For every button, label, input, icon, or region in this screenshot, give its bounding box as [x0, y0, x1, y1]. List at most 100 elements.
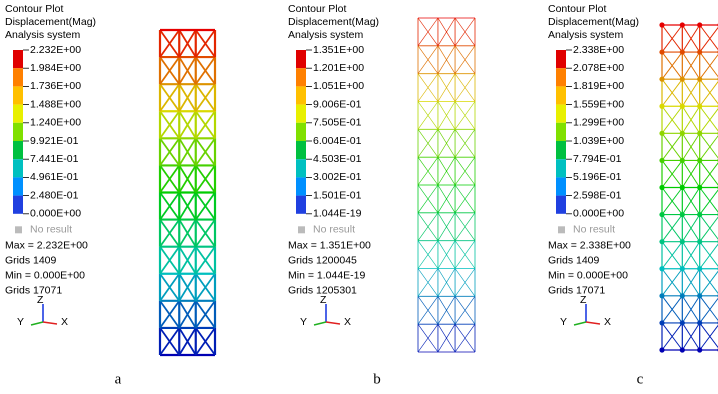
node — [680, 22, 685, 27]
node — [680, 77, 685, 82]
legend-label: 4.503E-01 — [313, 153, 362, 165]
node — [659, 49, 664, 54]
node — [659, 320, 664, 325]
axis-label-z: Z — [580, 294, 587, 306]
legend-band — [13, 105, 23, 123]
title-line: Displacement(Mag) — [5, 16, 96, 28]
legend-label: 1.240E+00 — [30, 117, 81, 129]
legend-band — [296, 196, 306, 214]
node — [680, 212, 685, 217]
legend-band — [556, 196, 566, 214]
legend-label: 7.505E-01 — [313, 117, 362, 129]
legend-label: 7.794E-01 — [573, 153, 622, 165]
legend-band — [296, 159, 306, 177]
legend-band — [296, 86, 306, 104]
node — [659, 266, 664, 271]
node — [659, 293, 664, 298]
legend-label: 2.232E+00 — [30, 44, 81, 56]
info-line: Grids 17071 — [548, 285, 605, 297]
node — [659, 185, 664, 190]
legend-band — [13, 196, 23, 214]
no-result-swatch — [558, 226, 565, 233]
info-line: Min = 1.044E-19 — [288, 270, 366, 282]
no-result: No result — [573, 224, 615, 236]
axis-y — [574, 322, 586, 325]
legend-label: 1.051E+00 — [313, 80, 364, 92]
legend-label: 9.921E-01 — [30, 135, 79, 147]
legend-label: 1.819E+00 — [573, 80, 624, 92]
panel: Contour PlotDisplacement(Mag)Analysis sy… — [548, 3, 718, 388]
legend-label: 3.002E-01 — [313, 171, 362, 183]
node — [680, 49, 685, 54]
legend-label: 0.000E+00 — [573, 208, 624, 220]
legend-label: 1.736E+00 — [30, 80, 81, 92]
axis-label-y: Y — [17, 316, 24, 328]
title-line: Displacement(Mag) — [288, 16, 379, 28]
title-line: Analysis system — [288, 29, 364, 41]
info-line: Grids 1409 — [548, 255, 600, 267]
node — [680, 239, 685, 244]
legend-band — [556, 123, 566, 141]
legend-band — [556, 105, 566, 123]
node — [697, 158, 702, 163]
legend-label: 1.501E-01 — [313, 189, 362, 201]
node — [680, 104, 685, 109]
tower — [418, 18, 475, 352]
axis-label-x: X — [604, 316, 611, 328]
node — [697, 104, 702, 109]
info-line: Grids 1200045 — [288, 255, 357, 267]
legend-label: 4.961E-01 — [30, 171, 79, 183]
legend-label: 1.351E+00 — [313, 44, 364, 56]
no-result: No result — [30, 224, 72, 236]
figure: Contour PlotDisplacement(Mag)Analysis sy… — [0, 0, 718, 394]
legend-label: 0.000E+00 — [30, 208, 81, 220]
legend-label: 7.441E-01 — [30, 153, 79, 165]
legend-band — [13, 123, 23, 141]
node — [697, 239, 702, 244]
node — [680, 347, 685, 352]
axis-label-y: Y — [560, 316, 567, 328]
legend-band — [556, 68, 566, 86]
axis-y — [31, 322, 43, 325]
page: {"panels": [ {"title_lines": ["Contour P… — [0, 0, 718, 394]
legend-label: 1.201E+00 — [313, 62, 364, 74]
title-line: Contour Plot — [288, 3, 346, 15]
legend-band — [296, 105, 306, 123]
info-line: Max = 2.338E+00 — [548, 240, 631, 252]
node — [697, 77, 702, 82]
legend-band — [556, 141, 566, 159]
no-result-swatch — [298, 226, 305, 233]
caption: c — [637, 371, 644, 387]
legend-band — [296, 68, 306, 86]
info-line: Max = 1.351E+00 — [288, 240, 371, 252]
title-line: Analysis system — [548, 29, 624, 41]
node — [697, 185, 702, 190]
node — [659, 104, 664, 109]
node — [697, 22, 702, 27]
node — [659, 77, 664, 82]
node — [680, 158, 685, 163]
legend-label: 6.004E-01 — [313, 135, 362, 147]
axis-label-y: Y — [300, 316, 307, 328]
legend-band — [13, 50, 23, 68]
node — [680, 320, 685, 325]
title-line: Contour Plot — [548, 3, 606, 15]
title-line: Contour Plot — [5, 3, 63, 15]
legend-label: 9.006E-01 — [313, 98, 362, 110]
legend-label: 5.196E-01 — [573, 171, 622, 183]
legend-band — [556, 159, 566, 177]
legend-label: 1.984E+00 — [30, 62, 81, 74]
node — [697, 49, 702, 54]
tower — [659, 22, 718, 352]
node — [697, 266, 702, 271]
legend-label: 2.078E+00 — [573, 62, 624, 74]
no-result-swatch — [15, 226, 22, 233]
no-result: No result — [313, 224, 355, 236]
title-line: Displacement(Mag) — [548, 16, 639, 28]
title-line: Analysis system — [5, 29, 81, 41]
node — [697, 212, 702, 217]
legend-band — [13, 159, 23, 177]
legend-band — [13, 68, 23, 86]
axis-label-z: Z — [320, 294, 327, 306]
